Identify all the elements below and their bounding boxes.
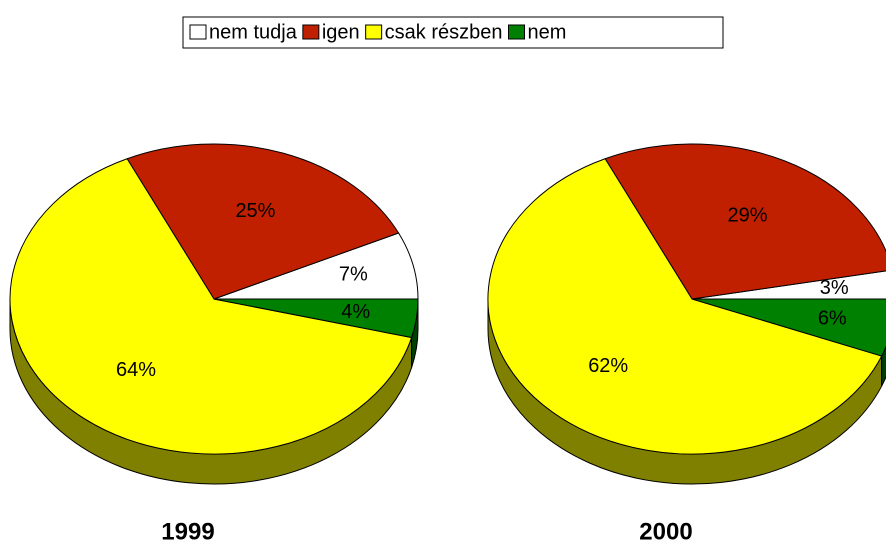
pie-slice xyxy=(604,143,886,300)
pie-slice xyxy=(126,143,400,300)
legend: nem tudja igen csak részben nem xyxy=(189,21,567,43)
data-label: 3% xyxy=(820,277,849,299)
pie-slice xyxy=(487,158,883,455)
legend-label: nem xyxy=(528,21,567,43)
legend-swatch xyxy=(302,24,320,40)
data-label: 6% xyxy=(818,308,847,330)
pie-side xyxy=(881,345,886,387)
legend-swatch xyxy=(365,24,383,40)
legend-label: csak részben xyxy=(385,21,503,43)
pie-slice xyxy=(9,158,413,455)
pie-slice xyxy=(213,298,419,339)
data-label: 7% xyxy=(339,264,368,286)
data-label: 64% xyxy=(116,359,156,381)
data-label: 25% xyxy=(235,200,275,222)
legend-box xyxy=(182,16,724,49)
chart-title: 2000 xyxy=(639,518,692,545)
data-label: 4% xyxy=(341,301,370,323)
data-label: 29% xyxy=(728,204,768,226)
legend-label: nem tudja xyxy=(209,21,298,43)
legend-swatch xyxy=(189,24,207,40)
data-label: 62% xyxy=(588,355,628,377)
legend-label: igen xyxy=(322,21,360,43)
chart-title: 1999 xyxy=(161,518,214,545)
pie-slice xyxy=(691,298,886,357)
legend-swatch xyxy=(508,24,525,40)
